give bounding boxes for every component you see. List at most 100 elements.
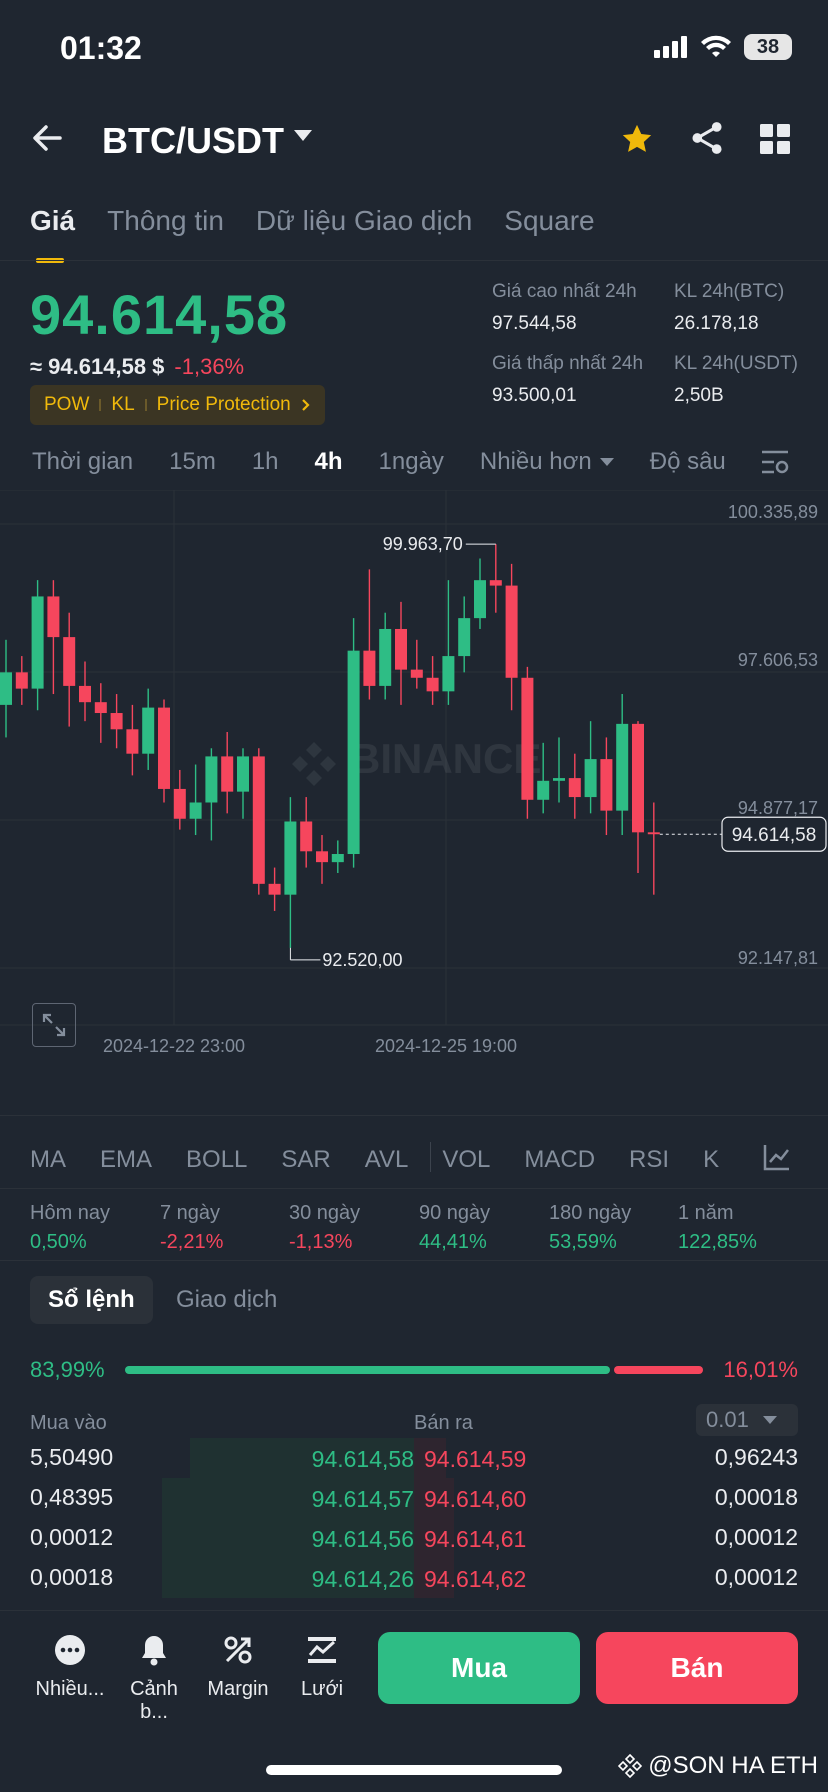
main-tabs: Giá Thông tin Dữ liệu Giao dịch Square bbox=[30, 205, 595, 263]
layout-grid-icon[interactable] bbox=[760, 124, 790, 159]
candlestick-chart[interactable]: BINANCE 100.335,89 97.606,53 94.877,17 92.1… bbox=[0, 490, 828, 1115]
buy-button[interactable]: Mua bbox=[378, 1632, 580, 1704]
sell-depth-bar bbox=[414, 1518, 454, 1558]
candle-body bbox=[110, 713, 123, 730]
wifi-icon bbox=[701, 35, 731, 57]
watermark: @SON HA ETH bbox=[618, 1752, 818, 1780]
candle-body bbox=[584, 759, 597, 798]
indicator-boll[interactable]: BOLL bbox=[186, 1146, 248, 1173]
tag-pow[interactable]: POW bbox=[44, 394, 90, 415]
tf-1h[interactable]: 1h bbox=[251, 448, 279, 475]
low-24h-label: Giá thấp nhất 24h bbox=[492, 353, 644, 374]
pair-title[interactable]: BTC/USDT bbox=[102, 120, 284, 161]
buy-depth-bar bbox=[162, 1478, 414, 1518]
divider bbox=[0, 1115, 828, 1116]
tab-trading-data[interactable]: Dữ liệu Giao dịch bbox=[255, 205, 473, 236]
binance-watermark: BINANCE bbox=[292, 735, 541, 786]
sell-quantity: 0,00012 bbox=[714, 1524, 798, 1550]
perf-180d: 180 ngày 53,59% bbox=[549, 1202, 631, 1254]
candle-body bbox=[568, 778, 581, 798]
arrow-left-icon bbox=[33, 125, 62, 151]
tf-time[interactable]: Thời gian bbox=[32, 448, 134, 475]
indicator-sar[interactable]: SAR bbox=[281, 1146, 331, 1173]
perf-value: 44,41% bbox=[419, 1231, 487, 1253]
order-book-row[interactable]: 0,00018 94.614,26 94.614,62 0,00012 bbox=[0, 1558, 828, 1598]
vol-btc-label: KL 24h(BTC) bbox=[674, 281, 785, 302]
margin-label: Margin bbox=[207, 1678, 269, 1700]
status-icons: 38 bbox=[654, 34, 792, 60]
candle-body bbox=[126, 729, 139, 754]
order-book-row[interactable]: 0,00012 94.614,56 94.614,61 0,00012 bbox=[0, 1518, 828, 1558]
expand-icon bbox=[42, 1013, 66, 1037]
y-tick-label: 97.606,53 bbox=[738, 650, 818, 670]
bell-icon bbox=[142, 1636, 166, 1666]
perf-label: 90 ngày bbox=[419, 1202, 491, 1224]
share-icon[interactable] bbox=[690, 120, 724, 161]
tf-4h[interactable]: 4h bbox=[314, 448, 343, 475]
caret-down-icon bbox=[599, 458, 614, 466]
precision-value: 0.01 bbox=[706, 1407, 749, 1432]
tab-order-book[interactable]: Sổ lệnh bbox=[30, 1276, 153, 1324]
perf-value: -1,13% bbox=[289, 1231, 353, 1253]
tab-trades[interactable]: Giao dịch bbox=[176, 1286, 278, 1313]
candle-body bbox=[616, 723, 629, 811]
candle-body bbox=[379, 628, 392, 686]
candle-body bbox=[0, 672, 12, 705]
indicator-avl[interactable]: AVL bbox=[364, 1146, 409, 1173]
fade-mask bbox=[722, 1140, 758, 1176]
margin-button[interactable]: Margin bbox=[198, 1630, 278, 1701]
buy-ratio: 83,99% bbox=[30, 1357, 105, 1382]
x-tick-label: 2024-12-25 19:00 bbox=[375, 1036, 517, 1056]
order-book-row[interactable]: 5,50490 94.614,58 94.614,59 0,96243 bbox=[0, 1438, 828, 1478]
perf-value: 0,50% bbox=[30, 1231, 87, 1253]
tag-kl[interactable]: KL bbox=[111, 394, 135, 415]
alert-label: Cảnh b... bbox=[130, 1678, 178, 1723]
low-24h-value: 93.500,01 bbox=[492, 385, 577, 406]
perf-label: Hôm nay bbox=[30, 1202, 111, 1224]
home-indicator bbox=[266, 1765, 562, 1775]
grid-trading-button[interactable]: Lưới bbox=[282, 1630, 362, 1701]
tag-price-protection[interactable]: Price Protection bbox=[156, 394, 291, 415]
indicator-ma[interactable]: MA bbox=[30, 1146, 66, 1173]
perf-value: 122,85% bbox=[678, 1231, 757, 1253]
candle-body bbox=[31, 596, 44, 689]
indicator-macd[interactable]: MACD bbox=[524, 1146, 596, 1173]
alert-button[interactable]: Cảnh b... bbox=[114, 1630, 194, 1724]
indicator-ema[interactable]: EMA bbox=[100, 1146, 153, 1173]
more-button[interactable]: Nhiều... bbox=[30, 1630, 110, 1701]
tf-1day[interactable]: 1ngày bbox=[378, 448, 444, 475]
sell-depth-bar bbox=[414, 1438, 446, 1478]
perf-value: -2,21% bbox=[160, 1231, 224, 1253]
tf-more[interactable]: Nhiều hơn bbox=[480, 448, 614, 476]
tab-square[interactable]: Square bbox=[504, 205, 595, 236]
indicator-rsi[interactable]: RSI bbox=[629, 1146, 670, 1173]
fullscreen-button[interactable] bbox=[32, 1003, 76, 1047]
tf-15m[interactable]: 15m bbox=[169, 448, 216, 475]
candle-body bbox=[521, 677, 534, 800]
indicator-settings-icon[interactable] bbox=[762, 1142, 792, 1177]
grid-trading-icon bbox=[308, 1637, 336, 1663]
sell-quantity: 0,00012 bbox=[714, 1564, 798, 1590]
candle-body bbox=[47, 596, 60, 638]
candle-body bbox=[221, 756, 234, 792]
tab-info[interactable]: Thông tin bbox=[107, 205, 224, 236]
pair-dropdown-icon[interactable] bbox=[294, 130, 312, 141]
order-book-row[interactable]: 0,48395 94.614,57 94.614,60 0,00018 bbox=[0, 1478, 828, 1518]
tab-price[interactable]: Giá bbox=[30, 205, 76, 263]
indicator-vol[interactable]: VOL bbox=[442, 1146, 491, 1173]
indicator-k[interactable]: K bbox=[703, 1146, 720, 1173]
chart-settings-icon[interactable] bbox=[760, 448, 790, 481]
sell-price: 94.614,60 bbox=[424, 1486, 527, 1512]
perf-90d: 90 ngày 44,41% bbox=[419, 1202, 490, 1254]
back-button[interactable] bbox=[30, 120, 70, 160]
divider bbox=[430, 1142, 431, 1172]
candle-body bbox=[347, 650, 360, 855]
favorite-star-icon[interactable] bbox=[620, 122, 654, 161]
precision-select[interactable]: 0.01 bbox=[696, 1404, 798, 1436]
battery-indicator: 38 bbox=[744, 34, 792, 60]
candle-body bbox=[442, 656, 455, 692]
tf-depth[interactable]: Độ sâu bbox=[649, 448, 726, 475]
price-tags[interactable]: POW KL Price Protection bbox=[30, 385, 325, 425]
y-tick-label: 92.147,81 bbox=[738, 948, 818, 968]
sell-button[interactable]: Bán bbox=[596, 1632, 798, 1704]
